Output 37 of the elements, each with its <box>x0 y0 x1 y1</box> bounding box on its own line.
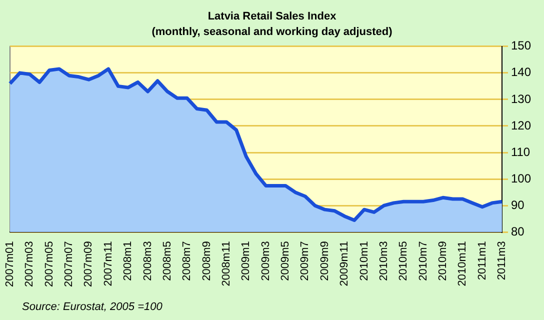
x-tick-label: 2010m3 <box>378 241 390 281</box>
y-tick-label: 100 <box>510 171 532 186</box>
x-tick-label: 2007m01 <box>4 241 16 288</box>
x-tick-label: 2009m11 <box>338 241 351 286</box>
x-tick-label: 2009m3 <box>260 241 272 281</box>
x-tick-label: 2008m11 <box>220 241 232 286</box>
x-tick-label: 2009m7 <box>299 241 312 281</box>
x-tick-label: 2008m7 <box>181 241 194 281</box>
x-tick-label: 2009m9 <box>318 241 331 281</box>
y-tick-label: 130 <box>510 92 532 106</box>
y-tick-label: 140 <box>510 65 532 80</box>
chart-title: Latvia Retail Sales Index <box>208 10 338 23</box>
x-tick-label: 2007m11 <box>102 241 114 286</box>
x-tick-label: 2007m07 <box>63 241 76 288</box>
x-tick-label: 2007m09 <box>82 241 95 288</box>
x-tick-label: 2009m5 <box>280 241 292 281</box>
x-tick-label: 2011m1 <box>476 241 488 280</box>
y-tick-label: 110 <box>510 144 530 159</box>
y-tick-label: 90 <box>510 198 525 212</box>
chart-subtitle: (monthly, seasonal and working day adjusted) <box>152 26 393 38</box>
y-tick-label: 80 <box>510 224 525 238</box>
y-tick-label: 120 <box>510 118 532 132</box>
x-tick-label: 2010m11 <box>456 241 469 286</box>
x-tick-label: 2008m9 <box>200 241 213 281</box>
y-tick-label: 150 <box>510 38 532 53</box>
x-tick-label: 2007m05 <box>43 241 56 288</box>
x-tick-label: 2010m1 <box>358 241 370 281</box>
x-tick-label: 2007m03 <box>24 241 36 288</box>
x-tick-label: 2010m9 <box>436 241 449 281</box>
x-tick-label: 2011m3 <box>496 241 508 280</box>
x-tick-label: 2010m7 <box>417 241 430 281</box>
x-tick-label: 2008m1 <box>122 241 134 281</box>
x-tick-label: 2008m5 <box>161 241 174 281</box>
x-tick-label: 2008m3 <box>142 241 154 281</box>
x-tick-label: 2009m1 <box>240 241 252 281</box>
x-tick-label: 2010m5 <box>398 241 410 281</box>
source-note: Source: Eurostat, 2005 =100 <box>22 301 164 313</box>
